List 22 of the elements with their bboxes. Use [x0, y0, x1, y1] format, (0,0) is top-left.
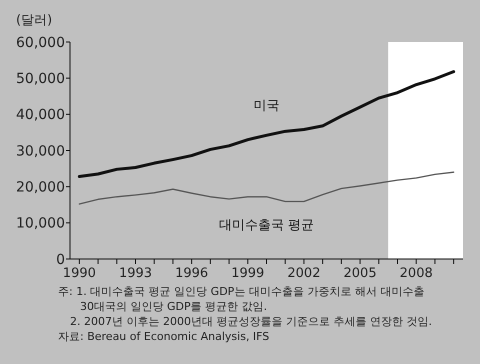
y-tick-label: 60,000 — [16, 34, 65, 51]
y-tick-label: 50,000 — [16, 71, 65, 88]
x-tick-label: 1996 — [175, 266, 208, 281]
y-tick-label: 20,000 — [16, 180, 65, 196]
x-tick-label: 2008 — [400, 266, 433, 281]
text: 주: 1. 대미수출국 평균 일인당 GDP는 대미수출을 가중치로 해서 대미수출 30대국의 일인당 GDP를 평균한 값임. — [58, 285, 424, 313]
series-label: 미국 — [254, 98, 280, 114]
text: 자료: Bereau of Economic Analysis, IFS — [58, 330, 270, 343]
y-tick-label: 40,000 — [16, 107, 65, 124]
x-tick-label: 1999 — [231, 266, 264, 281]
x-tick-label: 2002 — [287, 266, 320, 281]
line-series — [78, 70, 456, 178]
y-tick-label: 0 — [56, 252, 65, 268]
y-tick-label: 30,000 — [16, 143, 65, 160]
series-label: 대미수출국 평균 — [218, 218, 314, 233]
y-tick-label: 10,000 — [16, 216, 65, 232]
text: 2. 2007년 이후는 2000년대 평균성장률을 기준으로 추세를 연장한 것임. — [70, 315, 432, 328]
x-tick-label: 1993 — [118, 266, 152, 281]
x-tick-label: 1990 — [62, 266, 96, 281]
x-tick-label: 2005 — [344, 266, 377, 281]
y-axis-title: (달러) — [16, 13, 52, 28]
line-series — [78, 172, 454, 205]
